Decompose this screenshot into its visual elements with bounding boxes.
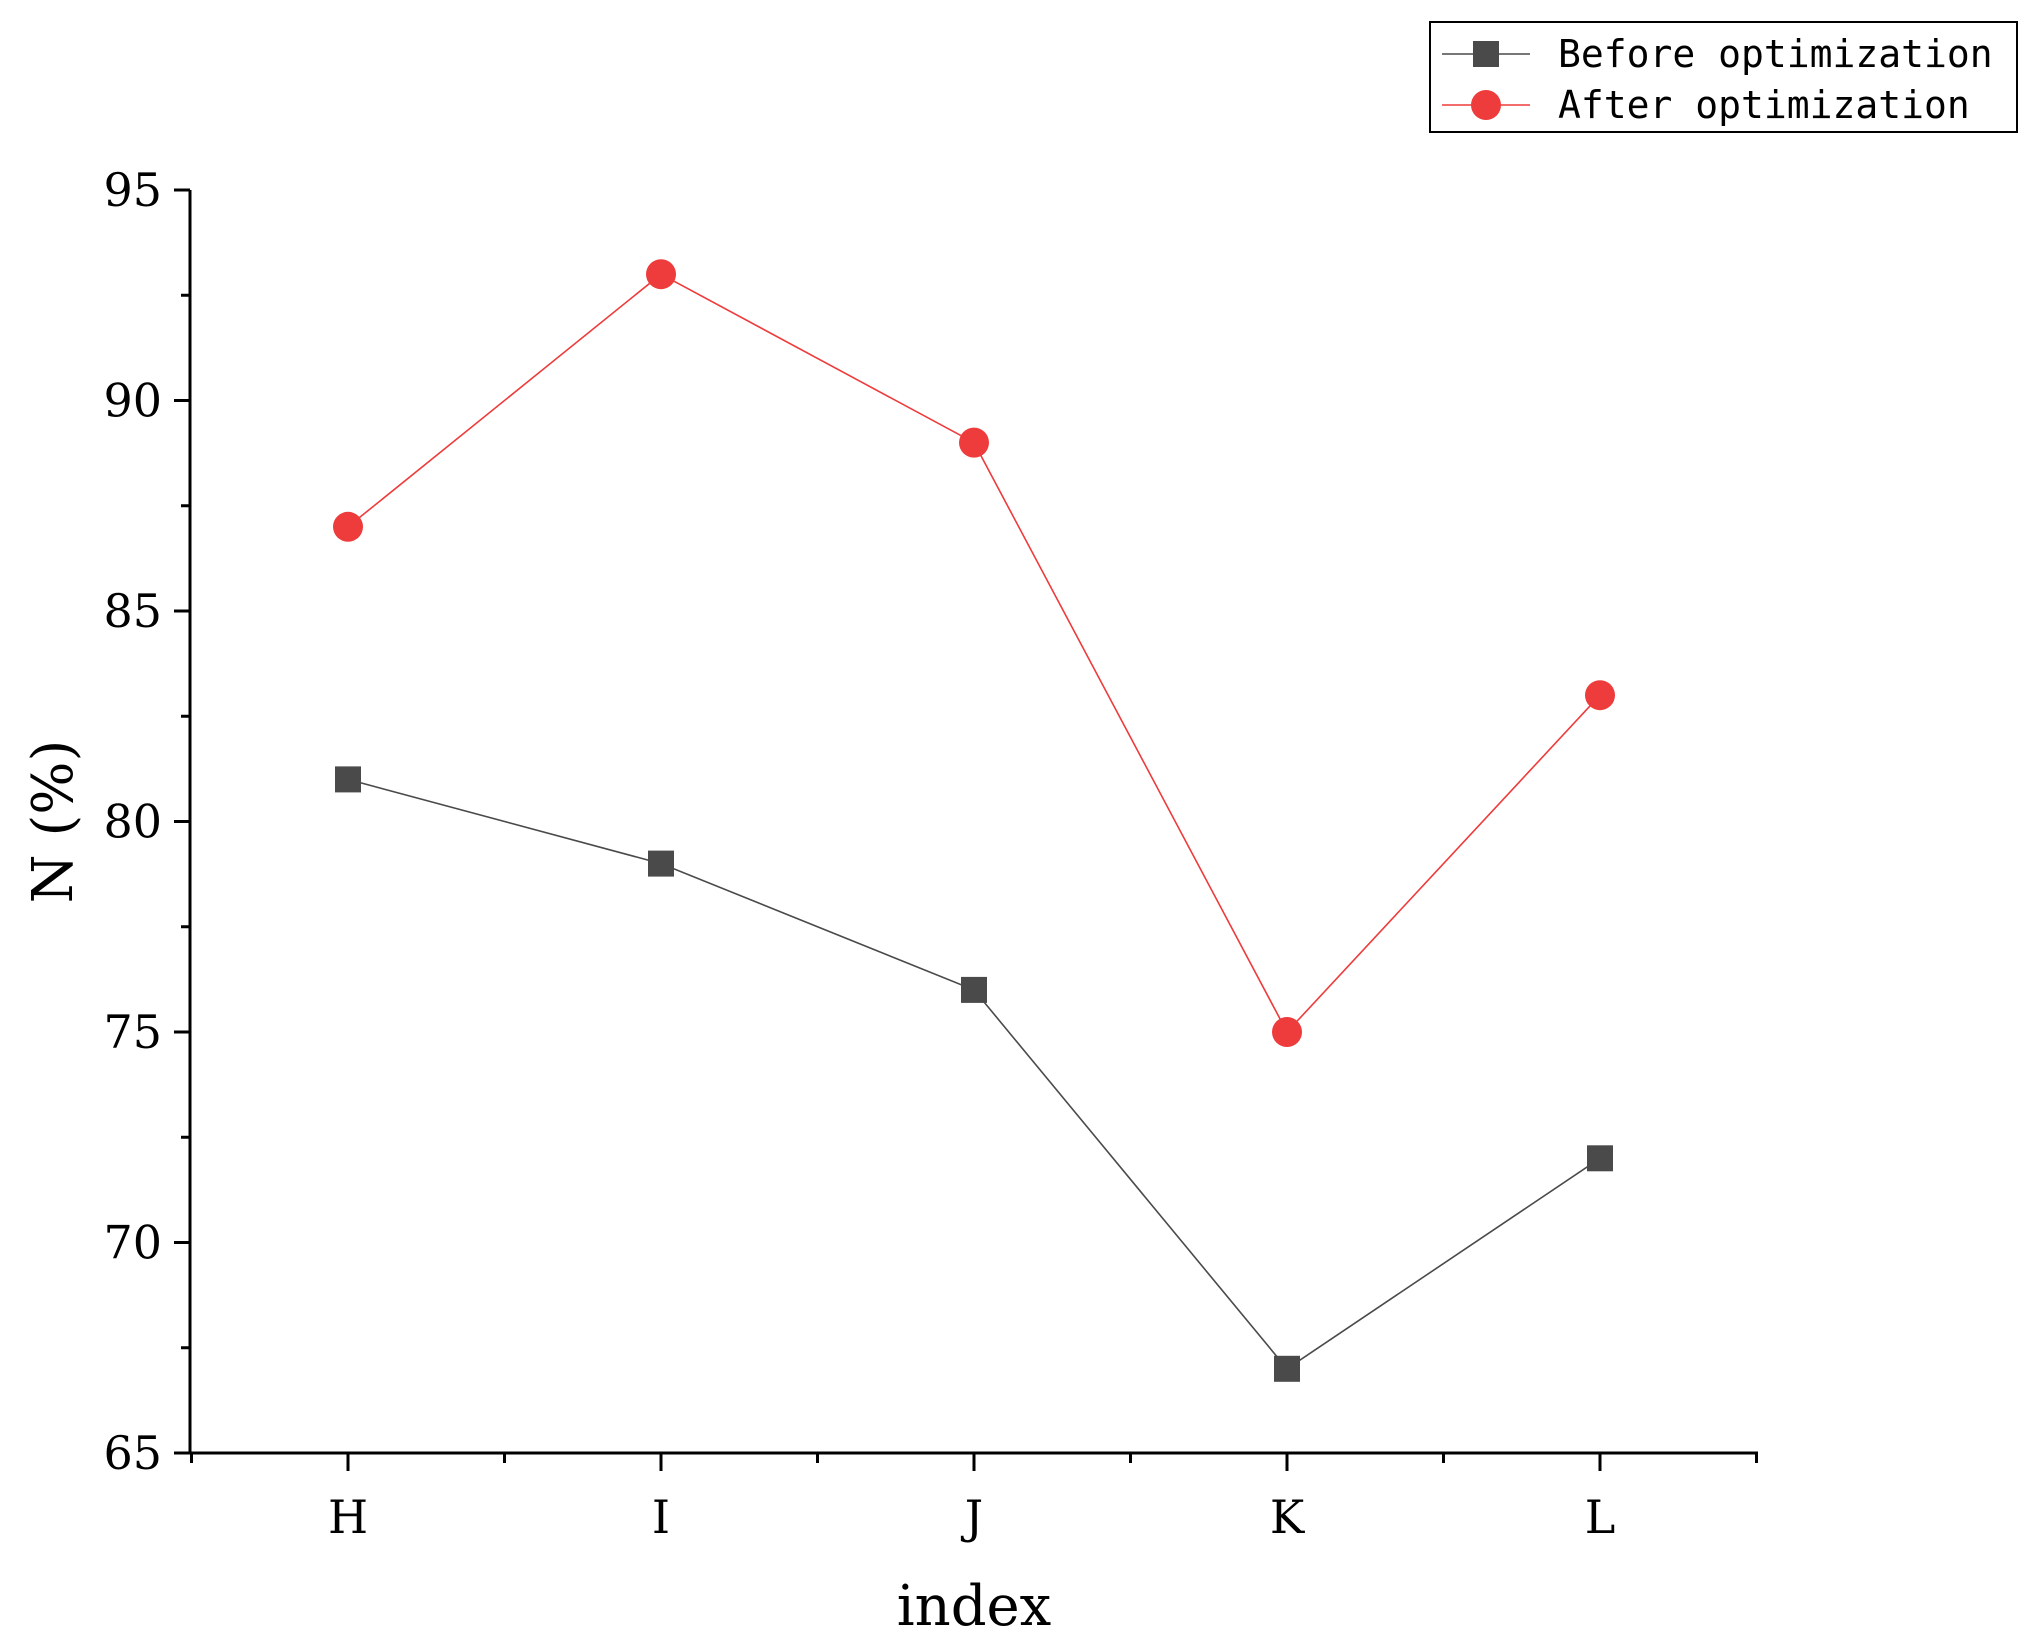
data-point bbox=[959, 427, 989, 458]
data-point bbox=[335, 766, 361, 793]
y-tick-label: 85 bbox=[103, 584, 162, 638]
data-point bbox=[648, 850, 674, 877]
legend-marker bbox=[1473, 41, 1499, 67]
x-tick-label: L bbox=[1585, 1490, 1616, 1544]
data-point bbox=[1272, 1017, 1302, 1047]
legend-marker bbox=[1471, 90, 1501, 120]
y-tick-label: 90 bbox=[103, 374, 162, 428]
legend-label: After optimization bbox=[1558, 83, 1970, 127]
x-axis-ticks: H I J K L bbox=[190, 1453, 1758, 1544]
legend-item: After optimization bbox=[1442, 83, 1970, 127]
data-point bbox=[1274, 1355, 1300, 1382]
data-point bbox=[333, 511, 363, 542]
legend: Before optimization After optimization bbox=[1429, 21, 2018, 133]
x-tick-label: I bbox=[652, 1490, 670, 1544]
series-0 bbox=[335, 766, 1613, 1382]
data-point bbox=[961, 976, 987, 1003]
data-point bbox=[646, 259, 676, 290]
y-tick-label: 75 bbox=[103, 1005, 162, 1059]
series-1 bbox=[333, 259, 1615, 1047]
x-tick-label: J bbox=[961, 1490, 983, 1544]
y-axis-ticks: 65 70 75 80 85 90 95 bbox=[103, 163, 190, 1480]
x-tick-label: K bbox=[1270, 1490, 1306, 1544]
x-axis-title: index bbox=[897, 1574, 1052, 1639]
y-tick-label: 80 bbox=[103, 795, 162, 849]
data-point bbox=[1585, 680, 1615, 711]
series-line bbox=[347, 778, 1601, 1370]
y-tick-label: 65 bbox=[103, 1426, 162, 1480]
data-point bbox=[1587, 1145, 1613, 1172]
y-axis-title: N (%) bbox=[21, 740, 86, 904]
y-tick-label: 70 bbox=[103, 1216, 162, 1270]
y-tick-label: 95 bbox=[103, 163, 162, 217]
legend-label: Before optimization bbox=[1558, 32, 1993, 76]
legend-box bbox=[1429, 21, 2018, 133]
axes bbox=[188, 190, 1758, 1455]
x-tick-label: H bbox=[328, 1490, 368, 1544]
legend-item: Before optimization bbox=[1442, 32, 1993, 76]
series-line bbox=[347, 273, 1601, 1034]
series-layer bbox=[333, 259, 1615, 1382]
